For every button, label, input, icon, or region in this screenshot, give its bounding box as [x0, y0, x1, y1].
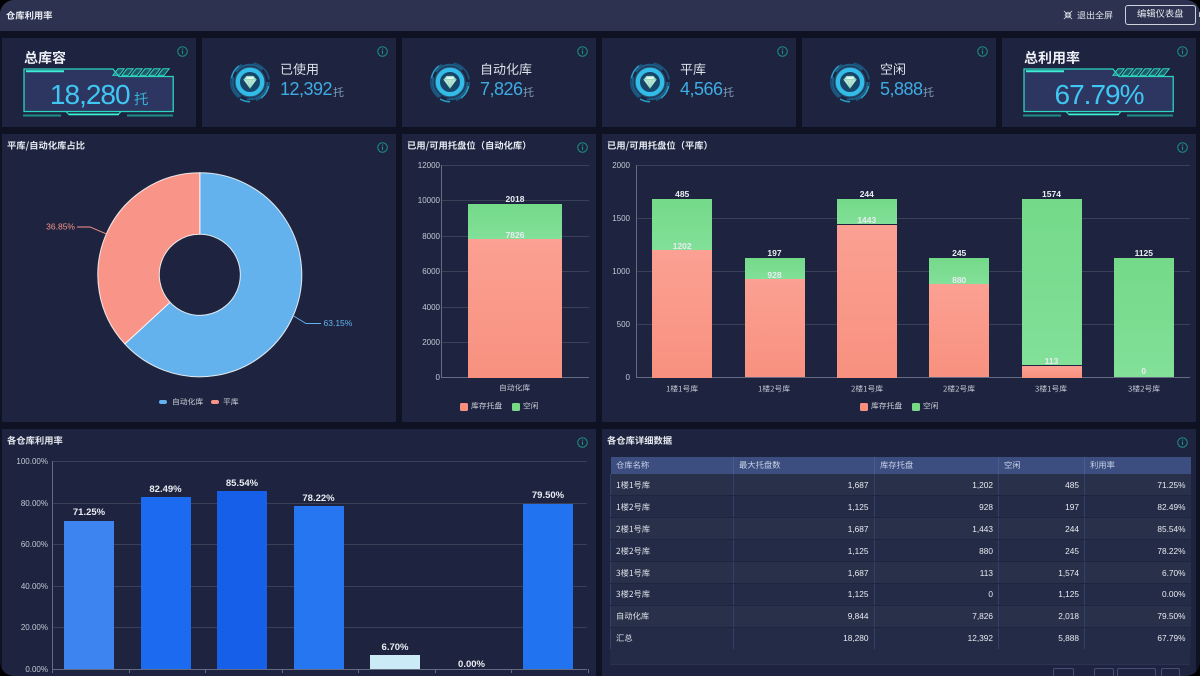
- svg-text:63.15%: 63.15%: [324, 318, 353, 328]
- svg-text:36.85%: 36.85%: [46, 222, 75, 232]
